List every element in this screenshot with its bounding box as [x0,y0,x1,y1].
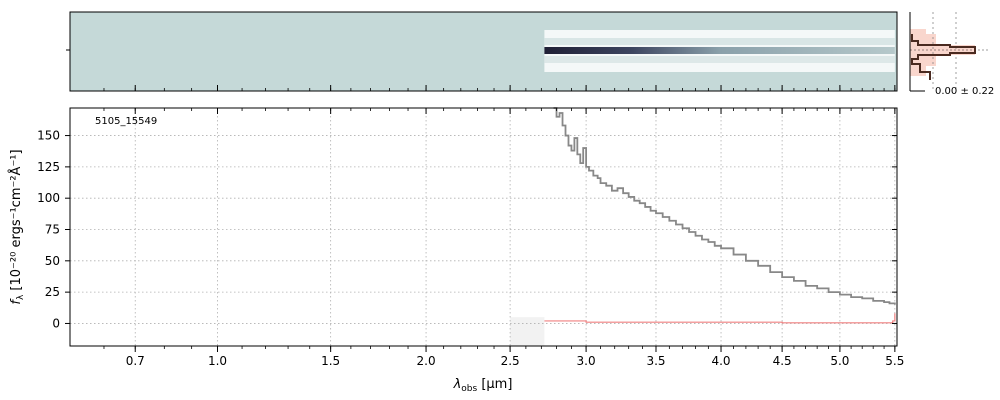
y-axis-title-sub: λ [16,294,26,300]
grid-lines [70,108,897,346]
profile-panel: 0.00 ± 0.22 [909,12,994,97]
y-tick-label: 25 [45,285,60,299]
y-axis-ticks: 0 25 50 75 100 125 150 [37,129,897,330]
y-axis-title: fλ [10⁻²⁰ ergs⁻¹cm⁻²Å⁻¹] [8,149,26,304]
x-axis-ticks: 0.7 1.0 1.5 2.0 2.5 3.0 3.5 4.0 4.5 5.0 5.5 [103,108,904,368]
y-axis-title-f: f [9,298,24,305]
x-tick-label: 3.5 [646,354,665,368]
x-axis-title: λobs [μm] [453,377,513,394]
x-axis-title-sub: obs [461,384,477,394]
y-tick-label: 100 [37,191,60,205]
spectrum-2d-panel [66,11,898,92]
x-tick-label: 1.5 [321,354,340,368]
spectrum-2d-trace-band-bottom [544,56,895,63]
profile-fill [910,29,975,76]
x-tick-label: 0.7 [126,354,145,368]
main-frame [69,107,898,347]
flux-series [553,107,896,305]
shaded-region [510,317,545,346]
x-axis-title-unit: [μm] [477,377,512,392]
y-axis-title-unit: [10⁻²⁰ ergs⁻¹cm⁻²Å⁻¹] [8,149,24,294]
y-tick-label: 125 [37,160,60,174]
plot-area [70,108,897,346]
spectrum-2d-trace-band-top [544,38,895,45]
x-tick-label: 3.0 [577,354,596,368]
spectrum-1d-panel: 0.7 1.0 1.5 2.0 2.5 3.0 3.5 4.0 4.5 5.0 5.5 0 25 50 7… [8,107,904,394]
x-tick-label: 2.5 [501,354,520,368]
x-tick-label: 1.0 [208,354,227,368]
spectrum-2d-ticks [103,85,896,91]
y-tick-label: 50 [45,254,60,268]
y-tick-label: 150 [37,129,60,143]
x-axis-title-lambda: λ [453,377,462,392]
y-tick-label: 0 [52,316,60,330]
x-tick-label: 4.0 [711,354,730,368]
x-tick-label: 5.0 [830,354,849,368]
x-tick-label: 4.5 [773,354,792,368]
spectrum-2d-trace-core [544,47,895,54]
x-tick-label: 5.5 [885,354,904,368]
x-tick-label: 2.0 [417,354,436,368]
error-series [544,313,896,324]
spectrum-2d-frame [69,11,898,92]
y-tick-label: 75 [45,223,60,237]
object-id-label: 5105_15549 [95,116,157,127]
profile-stat: 0.00 ± 0.22 [935,86,994,97]
profile-line [911,34,976,80]
